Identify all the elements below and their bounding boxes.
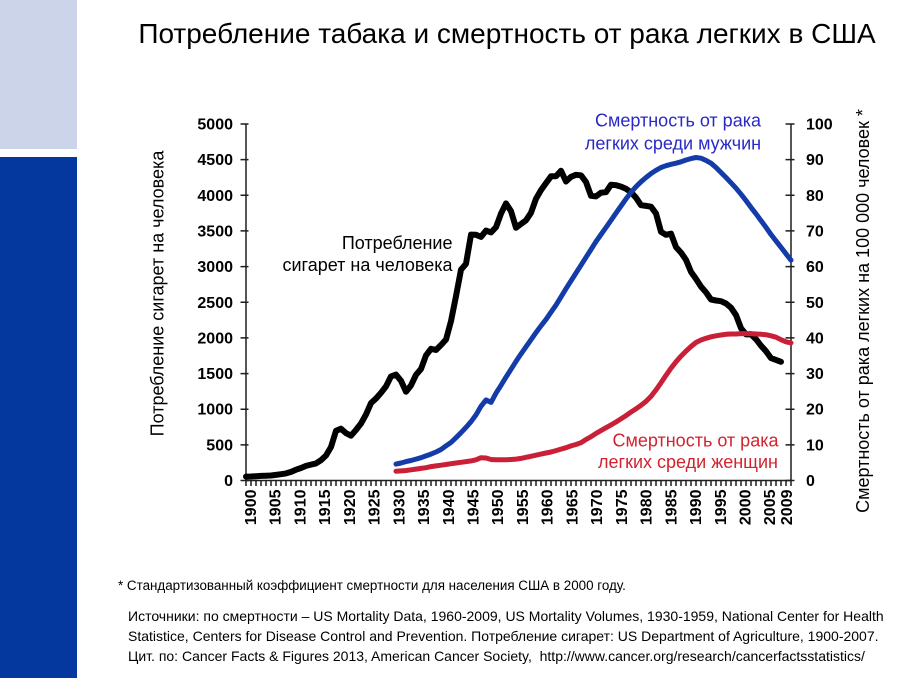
- svg-text:0: 0: [806, 473, 815, 490]
- svg-text:Смертность от рака: Смертность от рака: [613, 431, 780, 451]
- svg-text:1905: 1905: [268, 489, 285, 525]
- svg-text:4500: 4500: [197, 152, 233, 169]
- svg-text:Потребление: Потребление: [342, 233, 453, 253]
- svg-text:1930: 1930: [391, 489, 408, 525]
- svg-text:1000: 1000: [197, 402, 233, 419]
- svg-text:20: 20: [806, 402, 824, 419]
- svg-text:0: 0: [224, 473, 233, 490]
- svg-text:2000: 2000: [738, 489, 755, 525]
- svg-text:50: 50: [806, 295, 824, 312]
- svg-text:80: 80: [806, 188, 824, 205]
- svg-text:1950: 1950: [490, 489, 507, 525]
- svg-text:1940: 1940: [441, 489, 458, 525]
- svg-text:60: 60: [806, 259, 824, 276]
- svg-text:3500: 3500: [197, 223, 233, 240]
- svg-text:2500: 2500: [197, 295, 233, 312]
- svg-text:1965: 1965: [564, 489, 581, 525]
- svg-text:70: 70: [806, 223, 824, 240]
- svg-text:1900: 1900: [243, 489, 260, 525]
- svg-text:1500: 1500: [197, 366, 233, 383]
- svg-text:1970: 1970: [589, 489, 606, 525]
- svg-text:1920: 1920: [342, 489, 359, 525]
- svg-text:100: 100: [806, 117, 833, 134]
- svg-text:1985: 1985: [663, 489, 680, 525]
- svg-text:2005: 2005: [762, 489, 779, 525]
- svg-text:1945: 1945: [466, 489, 483, 525]
- svg-text:1960: 1960: [540, 489, 557, 525]
- svg-text:1915: 1915: [317, 489, 334, 525]
- svg-text:Смертность от рака: Смертность от рака: [595, 111, 762, 131]
- svg-text:1955: 1955: [515, 489, 532, 525]
- svg-text:3000: 3000: [197, 259, 233, 276]
- svg-text:Смертность от рака легких на 1: Смертность от рака легких на 100 000 чел…: [853, 109, 873, 513]
- svg-text:500: 500: [206, 437, 233, 454]
- svg-text:2009: 2009: [779, 489, 796, 525]
- svg-text:Потребление сигарет на человек: Потребление сигарет на человека: [148, 150, 168, 437]
- svg-text:сигарет на человека: сигарет на человека: [282, 255, 453, 275]
- svg-text:2000: 2000: [197, 330, 233, 347]
- svg-text:легких среди женщин: легких среди женщин: [598, 452, 778, 472]
- svg-text:1990: 1990: [688, 489, 705, 525]
- svg-text:30: 30: [806, 366, 824, 383]
- svg-text:1980: 1980: [639, 489, 656, 525]
- svg-text:1975: 1975: [614, 489, 631, 525]
- svg-text:90: 90: [806, 152, 824, 169]
- svg-text:1925: 1925: [367, 489, 384, 525]
- svg-text:1910: 1910: [292, 489, 309, 525]
- svg-text:1935: 1935: [416, 489, 433, 525]
- svg-text:10: 10: [806, 437, 824, 454]
- svg-text:40: 40: [806, 330, 824, 347]
- svg-text:5000: 5000: [197, 117, 233, 134]
- svg-text:легких среди мужчин: легких среди мужчин: [585, 133, 761, 153]
- svg-text:1995: 1995: [713, 489, 730, 525]
- svg-text:4000: 4000: [197, 188, 233, 205]
